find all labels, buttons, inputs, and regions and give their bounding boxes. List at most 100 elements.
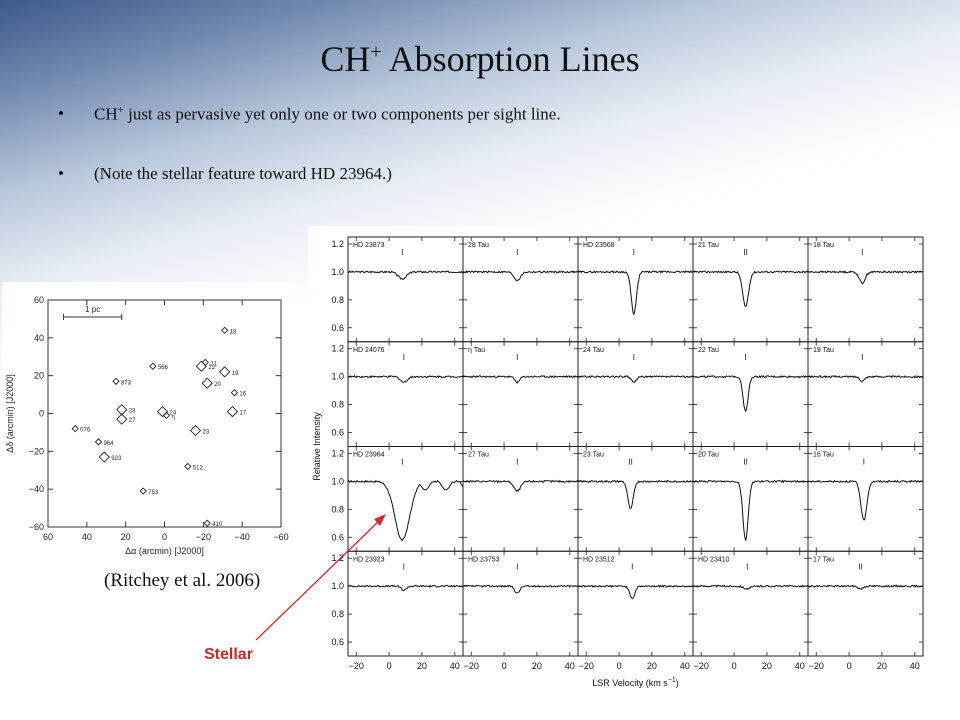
map-star-marker <box>226 405 239 418</box>
bullet-list: • CH+ just as pervasive yet only one or … <box>58 104 918 224</box>
spectrum-y-axis-label: Relative Intensity <box>312 412 322 481</box>
map-x-tick-label: 40 <box>82 532 92 542</box>
spectra-background <box>308 226 926 692</box>
map-star-marker <box>71 424 79 433</box>
spectrum-panel-label: 20 Tau <box>698 452 719 459</box>
map-star-marker <box>201 377 213 389</box>
map-star-label: 076 <box>80 428 91 434</box>
spectrum-y-tick-label: 0.6 <box>331 323 344 333</box>
spectrum-line <box>808 584 924 590</box>
stellar-label: Stellar <box>204 646 253 663</box>
spectrum-line <box>347 584 464 592</box>
bullet-item: • CH+ just as pervasive yet only one or … <box>58 104 561 124</box>
spectrum-y-tick-label: 0.6 <box>331 637 344 647</box>
spectrum-x-tick-label: 20 <box>417 661 427 671</box>
spectrum-x-tick-label: 0 <box>847 661 852 671</box>
spectrum-panel-label: 19 Tau <box>813 347 834 354</box>
spectrum-y-tick-label: 1.2 <box>331 553 344 563</box>
spectrum-x-tick-label: 40 <box>680 661 690 671</box>
map-y-tick-label: 0 <box>39 409 44 419</box>
spectrum-panel-label: η Tau <box>468 347 485 354</box>
spectrum-x-tick-label: 20 <box>762 661 772 671</box>
spectrum-y-tick-label: 1.0 <box>331 476 344 486</box>
slide-title: CH+ Absorption Lines <box>320 39 640 79</box>
map-x-tick-label: 20 <box>121 532 131 542</box>
spectrum-x-axis-label: LSR Velocity (km s−1) <box>592 677 679 688</box>
component-marker: II <box>743 248 747 257</box>
spectrum-panel-label: 28 Tau <box>468 242 489 249</box>
spectrum-y-tick-label: 1.2 <box>331 239 344 249</box>
spectrum-y-tick-label: 0.8 <box>331 504 344 514</box>
map-star-label: 28 <box>129 409 136 415</box>
map-star-label: 22 <box>208 365 215 371</box>
map-star-label: 21 <box>210 361 217 367</box>
spectrum-line <box>577 584 694 600</box>
map-star-marker <box>139 487 147 495</box>
map-star-marker <box>195 360 208 372</box>
spectrum-x-tick-label: 40 <box>795 661 805 671</box>
component-marker: II <box>628 458 632 467</box>
map-x-axis-label: Δα (arcmin) [J2000] <box>125 546 204 556</box>
spectrum-y-tick-label: 0.8 <box>331 295 344 305</box>
component-marker: I <box>403 353 405 362</box>
component-marker: I <box>744 353 746 362</box>
bullet-item: • (Note the stellar feature toward HD 23… <box>58 164 392 183</box>
component-marker: I <box>633 248 635 257</box>
map-star-label: 17 <box>239 411 246 417</box>
map-x-tick-label: 0 <box>162 532 167 542</box>
spectrum-y-tick-label: 1.0 <box>331 372 344 382</box>
spectrum-line <box>347 479 464 542</box>
map-x-tick-label: −40 <box>235 532 250 542</box>
spectrum-x-tick-label: 20 <box>647 661 657 671</box>
map-star-marker <box>112 377 120 385</box>
map-star-marker <box>221 326 229 334</box>
spectrum-x-tick-label: 40 <box>910 661 920 671</box>
bullet-icon: • <box>58 104 64 123</box>
map-star-marker <box>230 389 239 397</box>
spectrum-panel-label: 27 Tau <box>468 452 489 459</box>
map-star-label: 410 <box>212 522 223 528</box>
map-background <box>2 282 295 562</box>
map-y-tick-label: 60 <box>34 295 44 305</box>
map-star-label: 27 <box>129 418 136 424</box>
map-star-label: 873 <box>121 380 132 386</box>
component-marker: I <box>516 562 518 571</box>
spectrum-x-tick-label: −20 <box>579 661 594 671</box>
bullet-icon: • <box>58 164 64 183</box>
map-x-tick-label: 60 <box>43 532 53 542</box>
map-star-label: 512 <box>193 465 204 471</box>
map-star-label: 964 <box>103 441 114 447</box>
spectrum-panel-label: 22 Tau <box>698 347 719 354</box>
map-star-label: η <box>171 414 174 420</box>
map-star-label: 24 <box>170 411 177 417</box>
map-star-marker <box>219 366 231 378</box>
spectrum-x-tick-label: 0 <box>387 661 392 671</box>
map-y-tick-label: −20 <box>29 446 44 456</box>
spectrum-panel-label: 21 Tau <box>698 242 719 249</box>
map-star-label: 16 <box>239 392 246 398</box>
map-y-tick-label: −60 <box>29 522 44 532</box>
spectrum-panel-label: HD 23873 <box>353 242 385 249</box>
spectrum-x-tick-label: −20 <box>464 661 479 671</box>
component-marker: I <box>516 248 518 257</box>
component-marker: I <box>403 562 405 571</box>
spectrum-line <box>462 375 579 384</box>
spectrum-panel-label: HD 23923 <box>353 556 385 563</box>
component-marker: I <box>861 353 863 362</box>
spectrum-panel-label: 16 Tau <box>813 452 834 459</box>
spectrum-y-tick-label: 1.0 <box>331 581 344 591</box>
spectrum-x-tick-label: 40 <box>450 661 460 671</box>
spectrum-y-tick-label: 0.8 <box>331 609 344 619</box>
component-marker: I <box>861 248 863 257</box>
arrow-head <box>374 514 386 526</box>
spectrum-x-tick-label: 0 <box>732 661 737 671</box>
spectrum-y-tick-label: 0.6 <box>331 532 344 542</box>
component-marker: I <box>633 353 635 362</box>
spectrum-line <box>692 270 809 308</box>
spectrum-panel-label: HD 23410 <box>698 556 730 563</box>
component-marker: I <box>516 458 518 467</box>
spectrum-line <box>347 270 464 281</box>
map-y-tick-label: −40 <box>29 484 44 494</box>
spectrum-panel-label: 17 Tau <box>813 556 834 563</box>
